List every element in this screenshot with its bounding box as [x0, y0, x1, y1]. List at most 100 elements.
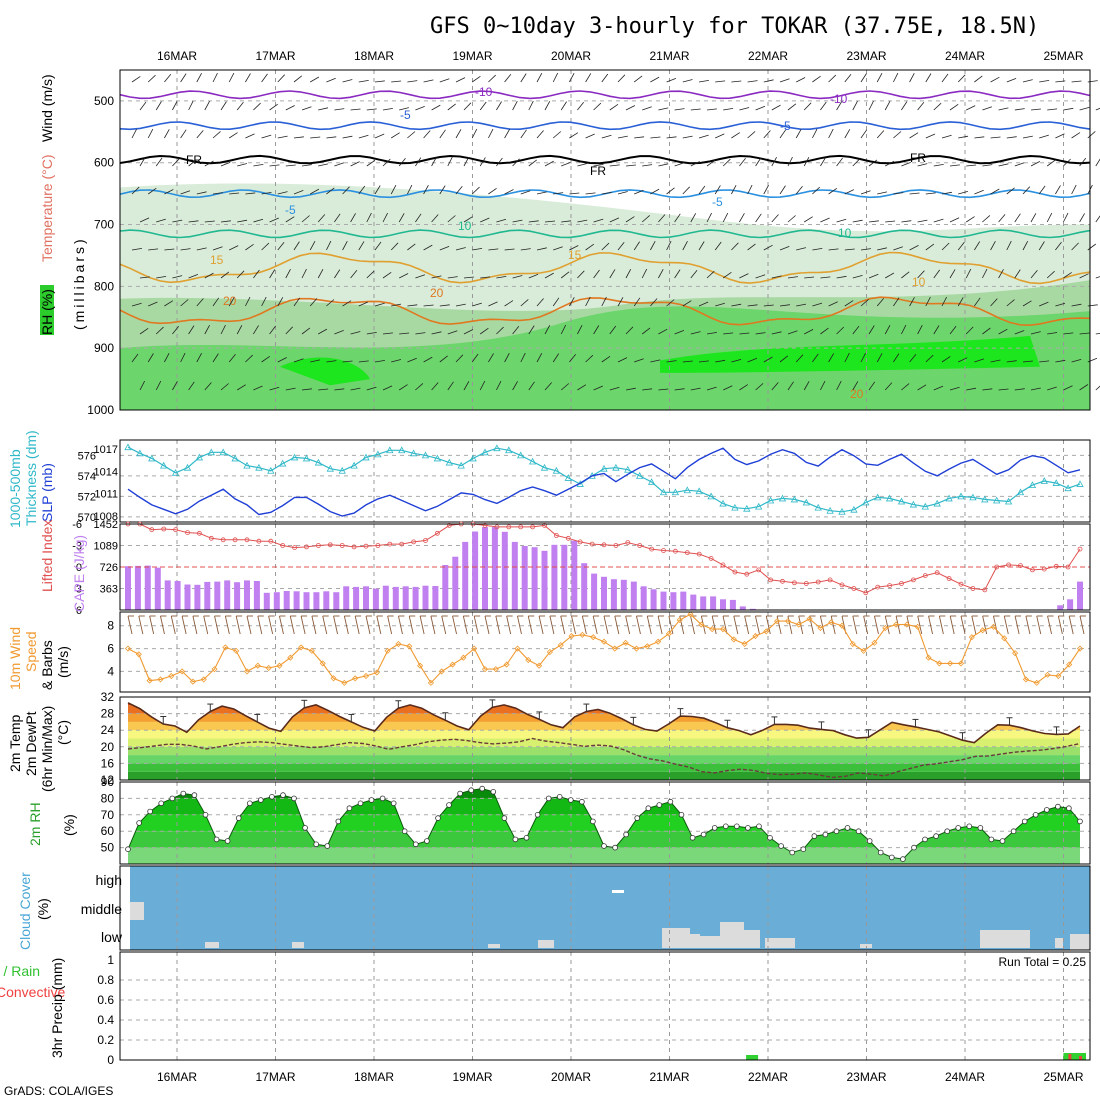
- wind-barb: [334, 213, 341, 223]
- cape-bar: [729, 599, 736, 610]
- wind-barb: [407, 304, 418, 307]
- li-point: [375, 543, 381, 548]
- rh-point: [302, 825, 308, 831]
- wind-barb: [828, 187, 838, 195]
- li-point: [720, 562, 726, 568]
- wind-barb: [755, 383, 764, 391]
- wind-barb: [560, 101, 567, 111]
- cape-bar: [591, 573, 598, 610]
- wind-barb: [706, 386, 717, 391]
- wind-barb: [763, 304, 774, 307]
- wind-barb: [301, 215, 310, 223]
- rh-point: [424, 838, 430, 844]
- cape-bar: [680, 591, 687, 610]
- precip-tick-label: 0.4: [97, 1013, 114, 1027]
- wind-barb: [496, 326, 504, 335]
- cloud-low-block: [1055, 938, 1063, 948]
- wind-barb: [625, 164, 636, 167]
- wind-barb: [245, 133, 255, 139]
- wind-barb: [1014, 330, 1025, 335]
- wind-speed-point: [233, 647, 240, 654]
- cape-bar: [472, 531, 479, 610]
- wind-barb: [253, 218, 264, 223]
- wind-barb: [1063, 332, 1074, 335]
- rh-tick-label: 50: [101, 841, 115, 855]
- rh-point: [457, 790, 463, 797]
- wind-speed-point: [568, 632, 575, 640]
- wind-barb: [771, 214, 779, 223]
- wind-barb: [180, 248, 191, 251]
- cape-bar: [422, 585, 429, 610]
- thickness-point: [981, 495, 989, 503]
- wind-barb: [893, 131, 902, 139]
- wind-barb-10m: [408, 615, 414, 635]
- wind-barb: [787, 276, 798, 279]
- wind-barb: [893, 297, 900, 307]
- bottom-date-axis: 16MAR 17MAR 18MAR 19MAR 20MAR 21MAR 22MAR 23MAR…: [157, 1070, 1084, 1084]
- thickness-point: [778, 494, 787, 502]
- wind-barb: [439, 78, 450, 83]
- wind-barb: [884, 325, 891, 335]
- rh-point: [446, 802, 452, 808]
- wind-barb: [1006, 136, 1017, 139]
- wind-barb: [317, 214, 326, 223]
- thickness-tick-label: 574: [78, 471, 96, 483]
- wind-barb: [277, 241, 285, 251]
- wind-barb: [957, 297, 964, 307]
- wind-barb: [382, 271, 392, 279]
- wind-barb: [941, 296, 947, 307]
- wind-barb: [293, 358, 304, 363]
- wind-speed-point: [427, 679, 434, 686]
- wind-barb: [990, 188, 1000, 195]
- wind-barb: [617, 241, 625, 251]
- wind-barb: [496, 157, 503, 167]
- wind-barb: [779, 129, 787, 139]
- wind-barb: [634, 358, 644, 363]
- wind-barb: [666, 78, 677, 83]
- li-point: [482, 523, 488, 528]
- li-point: [1077, 546, 1083, 552]
- temp-bands: [128, 702, 1080, 780]
- wind-barb-10m: [1079, 615, 1085, 635]
- wind-barb: [309, 241, 316, 251]
- wind-barb: [1039, 360, 1050, 363]
- thickness-point: [350, 461, 358, 469]
- wind-barb-10m: [376, 615, 382, 635]
- wind-barb: [504, 300, 514, 307]
- wind-barb: [212, 297, 220, 307]
- wind-barb: [933, 218, 944, 223]
- wind-barb: [261, 355, 271, 363]
- thickness-point: [493, 444, 501, 452]
- wind-barb: [471, 128, 478, 139]
- thickness-point: [874, 493, 882, 501]
- cape-bar: [581, 563, 588, 610]
- wind-speed-point: [665, 630, 672, 637]
- cape-bar: [244, 580, 250, 610]
- wind-barb: [617, 297, 624, 307]
- wind-barb: [990, 136, 1001, 139]
- cape-tick-label: 363: [100, 584, 118, 596]
- li-point: [256, 538, 262, 544]
- wind-barb: [269, 325, 276, 335]
- rh-point: [855, 828, 862, 834]
- wind-barb: [504, 129, 510, 139]
- wind-speed-point: [298, 644, 305, 651]
- wind-speed-point: [1076, 645, 1084, 652]
- wind-labels: 10m Wind Speed & Barbs (m/s): [7, 627, 71, 690]
- li-point: [934, 570, 940, 576]
- wind-barb: [407, 131, 416, 139]
- thickness-point: [160, 461, 168, 469]
- rh-point: [645, 805, 652, 811]
- cape-bar: [224, 580, 231, 610]
- wind-barb: [293, 297, 301, 307]
- wind-barb: [318, 388, 329, 391]
- wind-barb-10m: [711, 615, 717, 635]
- wind-barb: [447, 276, 458, 279]
- bottom-date-label: 18MAR: [354, 1070, 394, 1084]
- wind-barb: [885, 220, 896, 223]
- wind-barb: [164, 353, 170, 363]
- li-point: [875, 584, 881, 590]
- wind-barb-10m: [765, 615, 771, 635]
- pressure-tick-label: 900: [94, 341, 114, 355]
- wind-barb: [901, 162, 911, 167]
